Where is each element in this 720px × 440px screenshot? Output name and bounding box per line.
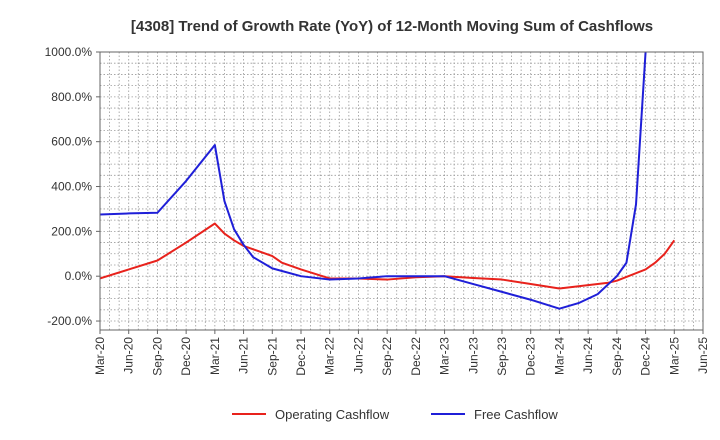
x-tick-label: Sep-21	[265, 337, 279, 376]
x-tick-label: Jun-25	[696, 337, 710, 374]
y-tick-label: 200.0%	[51, 224, 92, 238]
x-tick-label: Jun-23	[466, 337, 480, 374]
x-tick-label: Sep-23	[495, 337, 509, 376]
series-line-operating-cashflow	[100, 222, 676, 290]
y-tick-label: -200.0%	[47, 314, 92, 328]
x-tick-label: Jun-24	[581, 337, 595, 374]
x-tick-label: Dec-21	[294, 337, 308, 376]
y-tick-label: 600.0%	[51, 135, 92, 149]
y-axis-ticks: -200.0% 0.0% 200.0% 400.0% 600.0% 800.0% 1000.…	[45, 45, 100, 328]
x-tick-label: Mar-25	[667, 337, 681, 375]
x-tick-label: Jun-22	[351, 337, 365, 374]
x-tick-label: Mar-21	[208, 337, 222, 375]
x-tick-label: Jun-21	[237, 337, 251, 374]
x-tick-label: Mar-23	[438, 337, 452, 375]
x-tick-label: Sep-24	[610, 337, 624, 376]
plot-frame	[99, 51, 704, 331]
y-tick-label: 1000.0%	[45, 45, 93, 59]
x-tick-label: Mar-20	[93, 337, 107, 375]
chart-title: [4308] Trend of Growth Rate (YoY) of 12-…	[131, 18, 653, 35]
x-tick-label: Dec-22	[409, 337, 423, 376]
x-tick-label: Dec-23	[524, 337, 538, 376]
x-tick-label: Dec-20	[179, 337, 193, 376]
y-tick-label: 800.0%	[51, 90, 92, 104]
grid	[100, 52, 703, 330]
x-tick-label: Sep-20	[150, 337, 164, 376]
y-tick-label: 0.0%	[65, 269, 93, 283]
series-line-free-cashflow	[100, 52, 647, 310]
series-lines	[100, 52, 676, 310]
x-axis-ticks: Mar-20 Jun-20 Sep-20 Dec-20 Mar-21 Jun-21 Sep-…	[93, 330, 710, 376]
x-tick-label: Mar-22	[323, 337, 337, 375]
legend-label: Free Cashflow	[474, 407, 558, 422]
y-tick-label: 400.0%	[51, 180, 92, 194]
x-tick-label: Sep-22	[380, 337, 394, 376]
legend: Operating Cashflow Free Cashflow	[232, 407, 558, 422]
x-tick-label: Dec-24	[639, 337, 653, 376]
x-tick-label: Mar-24	[552, 337, 566, 375]
legend-label: Operating Cashflow	[275, 407, 390, 422]
x-tick-label: Jun-20	[122, 337, 136, 374]
